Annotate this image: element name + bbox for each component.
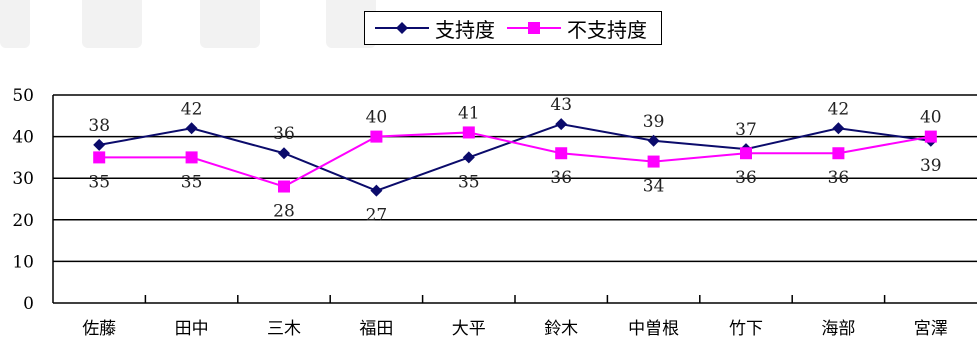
x-tick-label: 宮澤 [914,319,948,339]
data-point-square [93,151,106,164]
data-point-diamond [462,151,475,164]
series-line [99,123,931,192]
y-tick-label: 40 [12,128,34,148]
x-tick-label: 田中 [175,319,209,339]
data-label: 34 [643,177,665,197]
data-label: 27 [366,206,388,226]
data-point-square [832,147,845,160]
y-tick-label: 30 [12,169,34,189]
series-line [99,131,931,188]
data-label: 35 [458,172,480,192]
data-label: 40 [920,108,942,128]
data-label: 39 [643,112,665,132]
data-point-square [924,130,937,143]
data-label: 28 [273,202,295,222]
data-label: 41 [458,103,480,123]
legend-label-nonsupport: 不支持度 [567,17,647,42]
x-tick-label: 鈴木 [544,319,578,339]
data-label: 42 [828,99,850,119]
data-label: 35 [88,172,110,192]
data-point-square [740,147,752,160]
data-point-diamond [370,184,383,197]
x-tick-label: 福田 [359,319,393,339]
top-decoration [0,0,977,48]
legend-item-nonsupport: 不支持度 [505,14,647,43]
x-tick-label: 竹下 [729,319,763,339]
data-point-diamond [185,122,198,135]
data-point-diamond [555,118,568,131]
data-point-diamond [832,122,845,135]
data-label: 35 [181,172,203,192]
data-label: 36 [828,168,850,188]
legend-marker-square [507,22,561,34]
data-point-square [278,180,290,193]
data-label: 37 [735,120,757,140]
x-tick-label: 三木 [267,319,301,339]
legend-marker-diamond [375,22,429,34]
data-label: 39 [920,156,942,176]
data-label: 42 [181,99,203,119]
data-point-diamond [647,134,660,147]
legend-item-support: 支持度 [373,14,495,43]
legend-label-support: 支持度 [435,17,495,42]
data-point-square [555,147,568,160]
data-label: 38 [88,116,110,136]
x-tick-label: 佐藤 [82,319,116,339]
data-point-diamond [278,147,290,160]
y-tick-label: 50 [12,86,34,106]
x-tick-label: 海部 [821,319,855,339]
data-point-square [185,151,198,164]
data-point-square [647,155,660,168]
y-tick-label: 0 [23,294,34,314]
data-label: 36 [550,168,572,188]
y-tick-label: 20 [12,211,34,231]
data-label: 43 [550,95,572,115]
data-label: 36 [273,124,295,144]
y-tick-label: 10 [12,252,34,272]
data-label: 36 [735,168,757,188]
data-point-square [370,130,383,143]
data-point-square [462,126,475,139]
data-label: 40 [366,108,388,128]
x-tick-label: 中曽根 [628,319,679,339]
x-tick-label: 大平 [452,319,486,339]
legend: 支持度 不支持度 [364,11,662,45]
data-point-diamond [93,138,106,151]
